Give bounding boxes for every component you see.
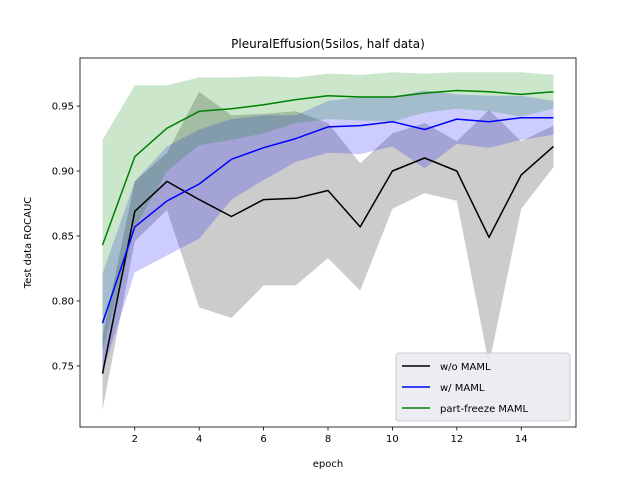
x-tick-label: 4 bbox=[196, 434, 202, 445]
band-series-3 bbox=[102, 72, 554, 351]
x-tick-label: 14 bbox=[515, 434, 528, 445]
legend-label-series-2: w/ MAML bbox=[440, 383, 485, 394]
series-lines bbox=[101, 89, 554, 374]
legend: w/o MAML w/ MAML part-freeze MAML bbox=[395, 352, 571, 422]
y-tick-label: 0.90 bbox=[52, 167, 74, 178]
x-axis-label: epoch bbox=[313, 459, 343, 470]
band-series-2 bbox=[102, 90, 554, 373]
x-tick-label: 8 bbox=[325, 434, 331, 445]
x-tick-label: 12 bbox=[450, 434, 463, 445]
line-series-2 bbox=[101, 117, 554, 324]
y-tick-label: 0.85 bbox=[52, 232, 74, 243]
y-axis-label: Test data ROCAUC bbox=[23, 197, 34, 290]
x-axis-ticks: 2 4 6 8 10 12 14 bbox=[132, 427, 528, 445]
line-series-1 bbox=[101, 145, 554, 374]
x-tick-label: 6 bbox=[260, 434, 266, 445]
y-tick-label: 0.95 bbox=[52, 102, 74, 113]
y-axis-ticks: 0.75 0.80 0.85 0.90 0.95 bbox=[52, 102, 80, 372]
x-tick-label: 2 bbox=[132, 434, 138, 445]
y-tick-label: 0.80 bbox=[52, 296, 74, 307]
y-tick-label: 0.75 bbox=[52, 361, 74, 372]
chart-title: PleuralEffusion(5silos, half data) bbox=[231, 37, 425, 51]
x-tick-label: 10 bbox=[386, 434, 399, 445]
line-series-3 bbox=[101, 89, 554, 246]
legend-label-series-1: w/o MAML bbox=[440, 362, 491, 373]
legend-box bbox=[395, 352, 571, 422]
legend-label-series-3: part-freeze MAML bbox=[440, 404, 529, 415]
